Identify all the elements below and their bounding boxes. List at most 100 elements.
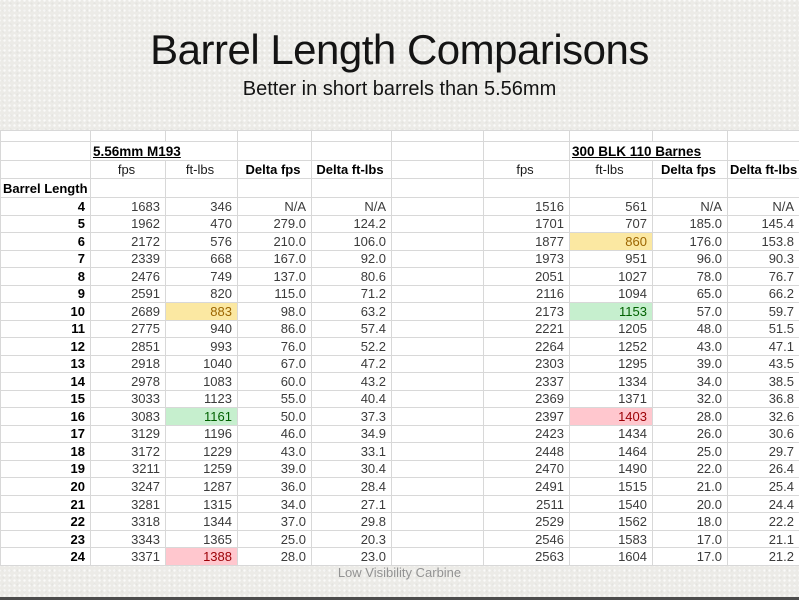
- left-ftlbs-cell: 749: [165, 267, 238, 286]
- left-deltaftlbs-cell: 52.2: [311, 337, 392, 356]
- empty-cell: [569, 178, 653, 198]
- left-deltaftlbs-cell: 23.0: [311, 547, 392, 566]
- left-ftlbs-cell: 1365: [165, 529, 238, 549]
- right-deltaftlbs-cell: 21.1: [727, 529, 799, 549]
- right-delta-ftlbs-header: Delta ft-lbs: [727, 159, 799, 180]
- table-label-row: 5.56mm M193 300 BLK 110 Barnes: [0, 141, 799, 161]
- left-deltafps-cell: 60.0: [237, 372, 312, 391]
- table-row: 6 2172 576 210.0 106.0 1877 860 176.0 153.8: [0, 232, 799, 251]
- left-ftlbs-cell: 668: [165, 249, 238, 269]
- right-deltaftlbs-cell: 38.5: [727, 372, 799, 391]
- gap-cell: [391, 372, 484, 391]
- barrel-length-cell: 10: [0, 302, 91, 321]
- left-delta-fps-header: Delta fps: [237, 159, 312, 180]
- left-deltafps-cell: 34.0: [237, 494, 312, 514]
- left-deltafps-cell: 98.0: [237, 302, 312, 321]
- gap-cell: [391, 477, 484, 496]
- left-ftlbs-cell: 1161: [165, 407, 238, 426]
- left-deltafps-cell: N/A: [237, 197, 312, 216]
- barrel-length-cell: 23: [0, 529, 91, 549]
- table-row: 14 2978 1083 60.0 43.2 2337 1334 34.0 38.5: [0, 372, 799, 391]
- left-fps-cell: 2918: [90, 354, 166, 374]
- right-fps-cell: 2546: [483, 529, 570, 549]
- right-deltaftlbs-cell: 59.7: [727, 302, 799, 321]
- right-fps-cell: 2337: [483, 372, 570, 391]
- left-deltaftlbs-cell: 20.3: [311, 529, 392, 549]
- right-deltaftlbs-cell: 32.6: [727, 407, 799, 426]
- table-row: 5 1962 470 279.0 124.2 1701 707 185.0 145.4: [0, 214, 799, 234]
- barrel-length-header: Barrel Length: [0, 178, 91, 198]
- row-header-row: Barrel Length: [0, 178, 799, 198]
- left-fps-cell: 3211: [90, 459, 166, 479]
- left-ftlbs-cell: 1040: [165, 354, 238, 374]
- right-fps-cell: 1973: [483, 249, 570, 269]
- gap-cell: [391, 407, 484, 426]
- left-ftlbs-header: ft-lbs: [165, 159, 238, 180]
- gap-cell: [391, 267, 484, 286]
- right-ftlbs-cell: 561: [569, 197, 653, 216]
- left-ftlbs-cell: 1315: [165, 494, 238, 514]
- right-ftlbs-cell: 1205: [569, 319, 653, 339]
- left-fps-cell: 2851: [90, 337, 166, 356]
- empty-cell: [483, 178, 570, 198]
- spacer-row: [0, 129, 799, 143]
- left-ftlbs-cell: 1123: [165, 389, 238, 409]
- table-row: 17 3129 1196 46.0 34.9 2423 1434 26.0 30.6: [0, 424, 799, 444]
- right-deltafps-cell: 17.0: [652, 547, 728, 566]
- right-ftlbs-cell: 1334: [569, 372, 653, 391]
- right-deltafps-cell: 20.0: [652, 494, 728, 514]
- gap-cell: [391, 232, 484, 251]
- left-ftlbs-cell: 1229: [165, 442, 238, 461]
- barrel-length-cell: 7: [0, 249, 91, 269]
- right-deltaftlbs-cell: 36.8: [727, 389, 799, 409]
- table-row: 23 3343 1365 25.0 20.3 2546 1583 17.0 21.1: [0, 529, 799, 549]
- left-ftlbs-cell: 1287: [165, 477, 238, 496]
- left-fps-cell: 3247: [90, 477, 166, 496]
- right-deltafps-cell: 57.0: [652, 302, 728, 321]
- left-deltafps-cell: 76.0: [237, 337, 312, 356]
- right-ftlbs-cell: 860: [569, 232, 653, 251]
- right-fps-cell: 2511: [483, 494, 570, 514]
- left-fps-cell: 2172: [90, 232, 166, 251]
- right-fps-cell: 1516: [483, 197, 570, 216]
- right-fps-cell: 1877: [483, 232, 570, 251]
- right-deltaftlbs-cell: 21.2: [727, 547, 799, 566]
- page-title: Barrel Length Comparisons: [150, 26, 649, 73]
- gap-cell: [391, 319, 484, 339]
- gap-cell: [391, 494, 484, 514]
- empty-cell: [727, 178, 799, 198]
- left-ftlbs-cell: 1344: [165, 512, 238, 531]
- barrel-length-cell: 11: [0, 319, 91, 339]
- barrel-length-cell: 13: [0, 354, 91, 374]
- right-ftlbs-cell: 1583: [569, 529, 653, 549]
- spacer-cell: [237, 129, 312, 143]
- gap-cell: [391, 459, 484, 479]
- left-ftlbs-cell: 470: [165, 214, 238, 234]
- right-deltafps-cell: 21.0: [652, 477, 728, 496]
- barrel-length-cell: 21: [0, 494, 91, 514]
- right-fps-cell: 2264: [483, 337, 570, 356]
- left-deltaftlbs-cell: N/A: [311, 197, 392, 216]
- table-row: 22 3318 1344 37.0 29.8 2529 1562 18.0 22.2: [0, 512, 799, 531]
- left-ftlbs-cell: 576: [165, 232, 238, 251]
- left-deltafps-cell: 67.0: [237, 354, 312, 374]
- barrel-length-cell: 6: [0, 232, 91, 251]
- left-deltaftlbs-cell: 124.2: [311, 214, 392, 234]
- column-header-row: fps ft-lbs Delta fps Delta ft-lbs fps ft…: [0, 159, 799, 180]
- gap-cell: [391, 512, 484, 531]
- right-fps-cell: 2563: [483, 547, 570, 566]
- left-deltafps-cell: 86.0: [237, 319, 312, 339]
- right-deltafps-cell: 78.0: [652, 267, 728, 286]
- gap-cell: [391, 159, 484, 180]
- barrel-length-cell: 12: [0, 337, 91, 356]
- left-fps-cell: 3172: [90, 442, 166, 461]
- right-fps-cell: 2397: [483, 407, 570, 426]
- right-ftlbs-cell: 1403: [569, 407, 653, 426]
- left-fps-cell: 1683: [90, 197, 166, 216]
- left-deltafps-cell: 25.0: [237, 529, 312, 549]
- gap-cell: [391, 249, 484, 269]
- right-deltaftlbs-cell: 24.4: [727, 494, 799, 514]
- left-ftlbs-cell: 1259: [165, 459, 238, 479]
- left-deltaftlbs-cell: 40.4: [311, 389, 392, 409]
- left-deltafps-cell: 279.0: [237, 214, 312, 234]
